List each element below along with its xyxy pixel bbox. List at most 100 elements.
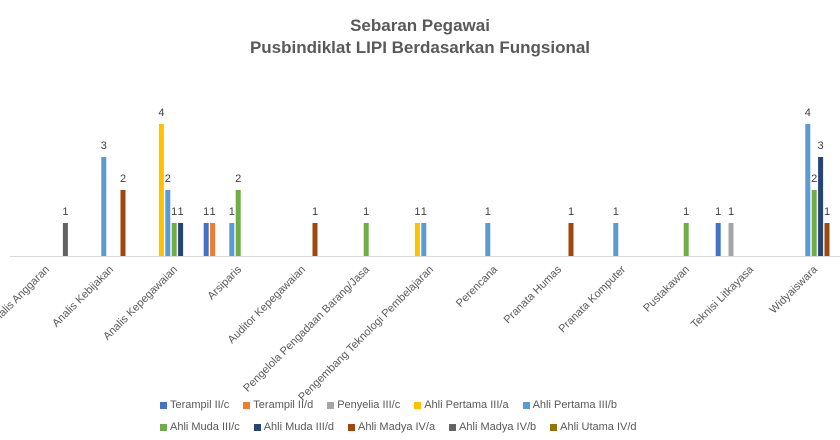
data-label: 1 [178, 206, 184, 218]
bar[interactable] [728, 223, 734, 256]
data-label: 3 [818, 140, 824, 152]
data-label: 1 [613, 206, 619, 218]
data-label: 1 [363, 206, 369, 218]
bar-group: 1 [568, 206, 574, 256]
bar-group: 4 2 1 1 [158, 107, 184, 256]
bar[interactable] [178, 223, 184, 256]
bar[interactable] [203, 223, 209, 256]
data-label: 1 [229, 206, 235, 218]
legend-swatch-icon [449, 423, 457, 431]
bar[interactable] [811, 190, 817, 256]
data-label: 1 [171, 206, 177, 218]
data-label: 1 [203, 206, 209, 218]
bar[interactable] [210, 223, 216, 256]
legend-item[interactable]: Ahli Muda III/d [253, 421, 335, 433]
category-label: Pranata Komputer [557, 263, 629, 335]
category-label: Pranata Humas [502, 263, 565, 326]
bar[interactable] [421, 223, 427, 256]
legend-item[interactable]: Terampil II/c [160, 399, 229, 411]
data-label: 1 [312, 206, 318, 218]
category-label: Analis Anggaran [0, 264, 52, 329]
bar[interactable] [229, 223, 235, 256]
bar[interactable] [101, 157, 107, 256]
category-label: Analis Kebijakan [50, 264, 116, 330]
legend-label: Ahli Muda III/d [263, 421, 335, 433]
bar-group: 1 [363, 206, 369, 256]
data-label: 1 [715, 206, 721, 218]
data-label: 2 [165, 173, 171, 185]
data-label: 2 [120, 173, 126, 185]
bar[interactable] [363, 223, 369, 256]
legend-item[interactable]: Ahli Pertama III/b [522, 399, 617, 411]
legend-swatch-icon [348, 423, 356, 431]
legend-swatch-icon [327, 401, 335, 409]
bar-group: 1 [62, 206, 68, 256]
bar[interactable] [818, 157, 824, 256]
bar[interactable] [485, 223, 491, 256]
category-label: Pengembang Teknologi Pembelajaran [296, 264, 436, 404]
legend-row-1: Terampil II/c Terampil II/d Penyelia III/c… [160, 399, 631, 411]
bar[interactable] [824, 223, 830, 256]
bar[interactable] [568, 223, 574, 256]
legend-item[interactable]: Ahli Madya IV/a [348, 421, 435, 433]
bar-group: 1 [485, 206, 491, 256]
data-label: 1 [421, 206, 427, 218]
data-label: 1 [485, 206, 491, 218]
data-label: 4 [805, 107, 811, 119]
category-label: Widyaiswara [768, 263, 821, 316]
data-label: 1 [728, 206, 734, 218]
chart-title: Sebaran Pegawai [350, 16, 490, 35]
legend-item[interactable]: Ahli Pertama III/a [414, 399, 509, 411]
legend-label: Ahli Pertama III/a [424, 399, 509, 411]
bar[interactable] [171, 223, 177, 256]
legend-item[interactable]: Ahli Utama IV/d [550, 421, 637, 433]
bar-group: 1 1 12 [203, 173, 241, 256]
bar[interactable] [312, 223, 318, 256]
legend-item[interactable]: Ahli Muda III/c [160, 421, 240, 433]
bar[interactable] [120, 190, 126, 256]
data-label: 1 [210, 206, 216, 218]
legend-swatch-icon [253, 423, 261, 431]
legend-label: Penyelia III/c [337, 399, 401, 411]
data-label: 2 [235, 173, 241, 185]
bar[interactable] [683, 223, 689, 256]
category-label: Arsiparis [205, 263, 244, 302]
category-label: Analis Kepegawaian [101, 264, 180, 343]
data-label: 1 [683, 206, 689, 218]
legend-swatch-icon [243, 401, 251, 409]
bar[interactable] [715, 223, 721, 256]
bar[interactable] [62, 223, 68, 256]
category-label: Pengelola Pengadaan Barang/Jasa [241, 263, 372, 394]
category-label: Pustakawan [641, 264, 692, 315]
data-label: 1 [62, 206, 68, 218]
legend-swatch-icon [160, 423, 167, 431]
legend-swatch-icon [522, 401, 530, 409]
legend-label: Ahli Utama IV/d [560, 421, 637, 433]
bar-group: 1 [312, 206, 318, 256]
legend-label: Ahli Pertama III/b [532, 399, 617, 411]
legend-label: Terampil II/c [170, 399, 230, 411]
bar[interactable] [165, 190, 171, 256]
data-label: 1 [568, 206, 574, 218]
legend-label: Ahli Madya IV/b [459, 421, 537, 433]
bar[interactable] [805, 124, 811, 256]
legend-label: Terampil II/d [253, 399, 314, 411]
data-label: 1 [824, 206, 830, 218]
legend-item[interactable]: Ahli Madya IV/b [449, 421, 536, 433]
bar[interactable] [158, 124, 164, 256]
bar[interactable] [414, 223, 420, 256]
chart-subtitle: Pusbindiklat LIPI Berdasarkan Fungsional [249, 38, 591, 57]
category-label: Perencana [454, 263, 501, 310]
data-label: 1 [414, 206, 420, 218]
legend-label: Ahli Muda III/c [170, 421, 240, 433]
legend-item[interactable]: Terampil II/d [243, 399, 313, 411]
bar[interactable] [235, 190, 241, 256]
data-label: 3 [101, 140, 107, 152]
data-label: 2 [811, 173, 817, 185]
legend-swatch-icon [550, 423, 558, 431]
bar[interactable] [613, 223, 619, 256]
legend-item[interactable]: Penyelia III/c [327, 399, 400, 411]
